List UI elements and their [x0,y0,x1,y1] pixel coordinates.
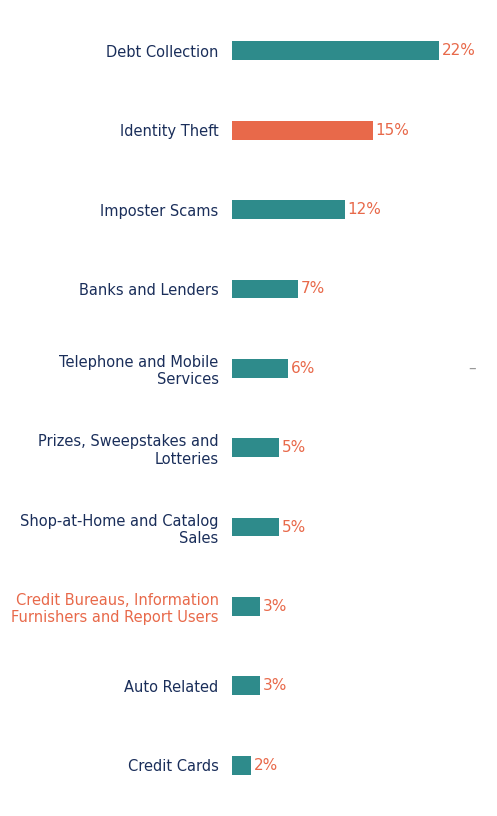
Text: –: – [468,361,476,376]
Text: 12%: 12% [347,202,381,217]
Bar [232,676,260,695]
Text: 6%: 6% [291,361,316,376]
Bar [232,438,279,457]
Text: 5%: 5% [282,520,306,534]
Text: 22%: 22% [442,43,476,58]
Text: 15%: 15% [376,122,410,138]
Bar [232,42,439,60]
Bar [232,359,288,378]
Bar [232,200,345,219]
Text: 3%: 3% [263,678,287,694]
Text: 5%: 5% [282,440,306,455]
Text: 2%: 2% [253,758,278,773]
Text: 7%: 7% [301,282,325,296]
Text: 3%: 3% [263,599,287,614]
Bar [232,756,250,774]
Bar [232,121,373,140]
Bar [232,280,298,299]
Bar [232,517,279,536]
Bar [232,597,260,616]
